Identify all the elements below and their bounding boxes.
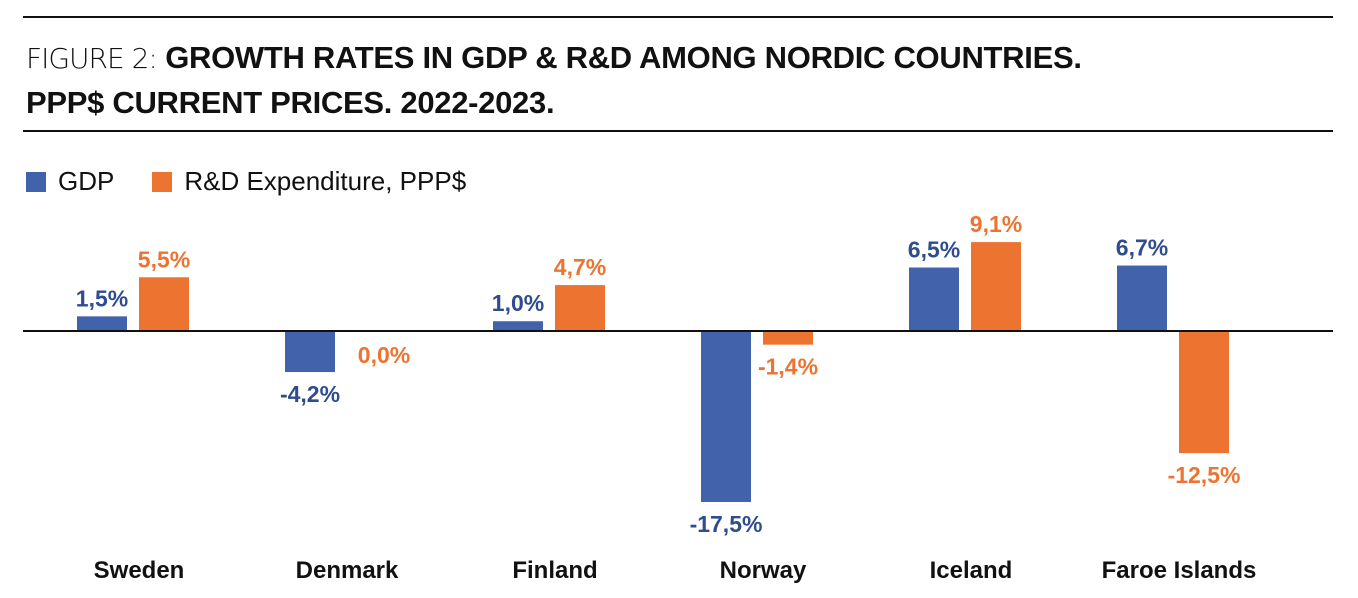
category-label: Sweden xyxy=(94,557,185,584)
chart-title: FIGURE 2: GROWTH RATES IN GDP & R&D AMON… xyxy=(26,36,1082,125)
bar-gdp-norway xyxy=(701,331,751,502)
title-line-1: GROWTH RATES IN GDP & R&D AMONG NORDIC C… xyxy=(165,40,1082,75)
data-label-rd: 0,0% xyxy=(358,342,410,368)
bar-rd-sweden xyxy=(139,277,189,331)
legend-swatch-rd xyxy=(152,171,173,192)
legend-item-rd: R&D Expenditure, PPP$ xyxy=(152,166,466,197)
bar-gdp-finland xyxy=(493,321,543,331)
legend: GDP R&D Expenditure, PPP$ xyxy=(26,166,504,197)
data-label-gdp: -4,2% xyxy=(280,381,340,407)
legend-item-gdp: GDP xyxy=(26,166,114,197)
bar-gdp-iceland xyxy=(909,267,959,331)
top-rule xyxy=(23,16,1333,18)
data-label-gdp: 6,7% xyxy=(1116,235,1168,261)
data-label-gdp: 1,5% xyxy=(76,285,128,311)
category-label: Finland xyxy=(512,557,597,584)
data-label-rd: 5,5% xyxy=(138,246,190,272)
bar-gdp-faroe-islands xyxy=(1117,265,1167,331)
data-label-gdp: 6,5% xyxy=(908,236,960,262)
legend-label-rd: R&D Expenditure, PPP$ xyxy=(184,166,467,196)
bar-gdp-denmark xyxy=(285,331,335,373)
category-label: Iceland xyxy=(930,557,1013,584)
bottom-rule xyxy=(23,130,1333,132)
category-label: Denmark xyxy=(296,557,399,584)
data-label-rd: 9,1% xyxy=(970,211,1022,237)
data-label-gdp: -17,5% xyxy=(690,511,763,537)
bar-rd-finland xyxy=(555,285,605,331)
legend-label-gdp: GDP xyxy=(58,166,115,196)
data-label-gdp: 1,0% xyxy=(492,290,544,316)
data-label-rd: 4,7% xyxy=(554,254,606,280)
legend-swatch-gdp xyxy=(26,171,46,192)
category-label: Norway xyxy=(720,557,807,584)
category-label: Faroe Islands xyxy=(1102,557,1257,584)
bar-gdp-sweden xyxy=(77,316,127,331)
title-line-2: PPP$ CURRENT PRICES. 2022-2023. xyxy=(26,85,555,120)
bar-rd-faroe-islands xyxy=(1179,331,1229,454)
bar-rd-iceland xyxy=(971,242,1021,331)
data-label-rd: -1,4% xyxy=(758,354,818,380)
bar-rd-norway xyxy=(763,331,813,345)
figure-prefix: FIGURE 2: xyxy=(26,42,158,75)
data-label-rd: -12,5% xyxy=(1168,462,1241,488)
